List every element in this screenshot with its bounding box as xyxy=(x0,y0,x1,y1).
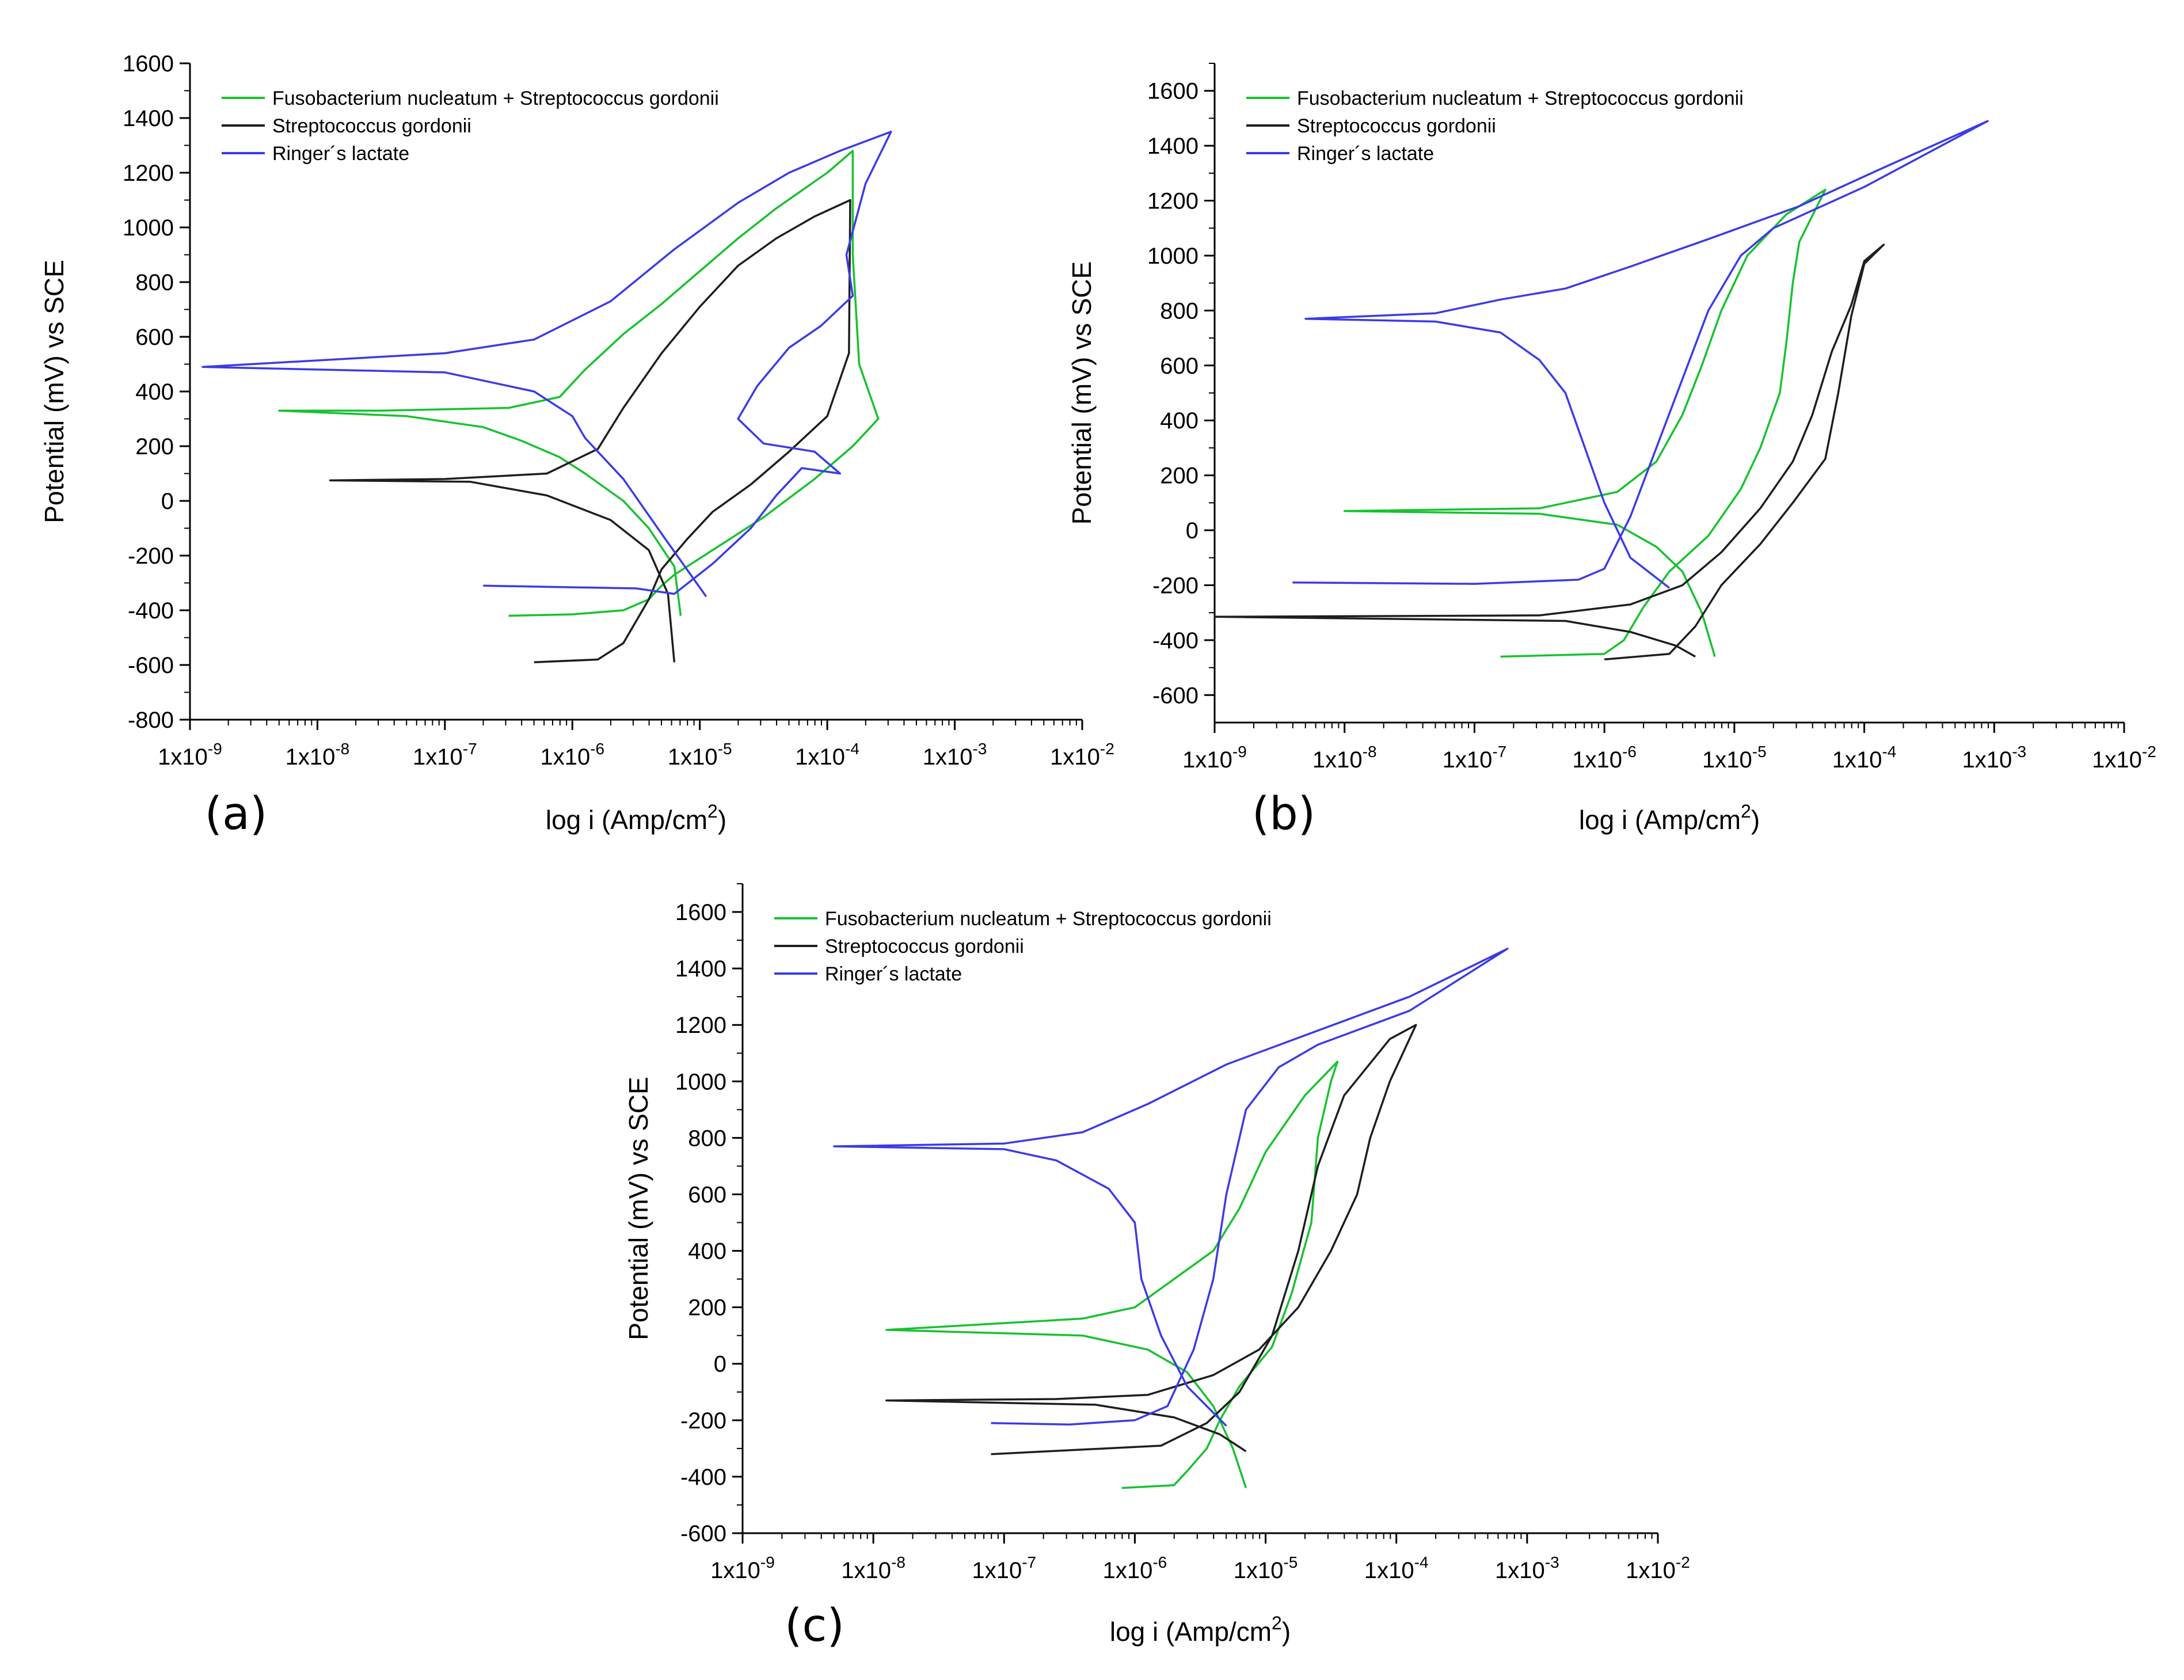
x-tick-label: 1x10-6 xyxy=(1103,1553,1167,1583)
y-tick-label: 1400 xyxy=(123,106,174,131)
y-tick-label: -200 xyxy=(1152,573,1198,598)
legend-label: Fusobacterium nucleatum + Streptococcus … xyxy=(272,88,719,109)
panel-label: (c) xyxy=(785,1600,844,1652)
series-line-black xyxy=(329,199,851,664)
series-line-black xyxy=(1213,244,1885,661)
legend-label: Streptococcus gordonii xyxy=(272,115,471,137)
series-line-green xyxy=(278,150,880,617)
y-tick-label: 1200 xyxy=(675,1013,726,1038)
legend-label: Streptococcus gordonii xyxy=(825,936,1024,957)
x-tick-label: 1x10-9 xyxy=(158,740,222,770)
x-axis-label: log i (Amp/cm2) xyxy=(1579,801,1760,835)
y-tick-label: 400 xyxy=(135,379,174,405)
x-tick-label: 1x10-7 xyxy=(972,1553,1036,1583)
x-tick-label: 1x10-5 xyxy=(1702,743,1767,773)
y-tick-label: 200 xyxy=(1160,463,1198,489)
legend-label: Ringer´s lactate xyxy=(1297,143,1434,165)
chart-panel-b: 1x10-9 1x10-8 1x10-7 1x10-6 1x10-5 1x10-4 1x10… xyxy=(1067,63,2156,840)
y-tick-label: 1600 xyxy=(1147,79,1198,104)
y-tick-label: 200 xyxy=(688,1295,726,1321)
y-tick-label: 1000 xyxy=(1147,244,1198,269)
y-tick-label: -600 xyxy=(128,653,174,678)
y-tick-label: 400 xyxy=(1160,408,1198,434)
legend-label: Streptococcus gordonii xyxy=(1297,115,1496,137)
y-tick-label: 1600 xyxy=(123,51,174,77)
y-tick-label: 0 xyxy=(161,489,174,514)
y-tick-label: 800 xyxy=(1160,298,1198,324)
series-line-blue xyxy=(1292,120,1989,589)
x-tick-label: 1x10-4 xyxy=(1832,743,1897,773)
y-tick-label: -600 xyxy=(680,1521,726,1546)
series-line-green xyxy=(885,1061,1339,1489)
x-tick-label: 1x10-6 xyxy=(540,740,604,770)
x-tick-label: 1x10-8 xyxy=(286,740,350,770)
y-tick-label: 200 xyxy=(135,434,174,459)
y-tick-label: 0 xyxy=(1186,518,1198,543)
y-tick-label: -400 xyxy=(128,598,174,624)
y-tick-label: -800 xyxy=(128,708,174,733)
legend-label: Fusobacterium nucleatum + Streptococcus … xyxy=(825,908,1272,930)
y-tick-label: 800 xyxy=(135,270,174,295)
x-tick-label: 1x10-5 xyxy=(668,740,732,770)
panel-label: (a) xyxy=(205,788,268,840)
y-tick-label: 600 xyxy=(688,1182,726,1207)
series-line-black xyxy=(885,1024,1417,1455)
y-tick-label: 400 xyxy=(688,1239,726,1264)
series-line-blue xyxy=(201,131,892,598)
y-tick-label: 0 xyxy=(714,1352,726,1377)
y-tick-label: -400 xyxy=(680,1465,726,1490)
x-tick-label: 1x10-9 xyxy=(710,1553,775,1583)
legend-label: Fusobacterium nucleatum + Streptococcus … xyxy=(1297,88,1744,109)
y-tick-label: 1200 xyxy=(123,161,174,186)
y-tick-label: 1000 xyxy=(123,215,174,241)
panel-label: (b) xyxy=(1252,788,1315,840)
x-tick-label: 1x10-4 xyxy=(795,740,859,770)
legend-label: Ringer´s lactate xyxy=(825,963,962,985)
chart-panel-a: 1x10-9 1x10-8 1x10-7 1x10-6 1x10-5 1x10-4 1x10… xyxy=(39,51,1114,840)
y-tick-label: 1400 xyxy=(1147,134,1198,159)
x-tick-label: 1x10-8 xyxy=(841,1553,905,1583)
y-tick-label: 800 xyxy=(688,1126,726,1151)
x-tick-label: 1x10-6 xyxy=(1572,743,1637,773)
x-tick-label: 1x10-4 xyxy=(1364,1553,1429,1583)
y-tick-label: 600 xyxy=(135,325,174,350)
x-tick-label: 1x10-3 xyxy=(923,740,987,770)
y-tick-label: 1600 xyxy=(675,900,726,925)
y-tick-label: -400 xyxy=(1152,628,1198,653)
y-tick-label: -200 xyxy=(680,1408,726,1434)
series-line-green xyxy=(1343,188,1827,658)
x-tick-label: 1x10-7 xyxy=(413,740,477,770)
y-axis-label: Potential (mV) vs SCE xyxy=(39,260,69,523)
x-tick-label: 1x10-9 xyxy=(1182,743,1247,773)
y-tick-label: -200 xyxy=(128,543,174,569)
y-tick-label: 1200 xyxy=(1147,189,1198,214)
y-tick-label: 1400 xyxy=(675,956,726,982)
x-tick-label: 1x10-2 xyxy=(1626,1553,1690,1583)
x-tick-label: 1x10-3 xyxy=(1495,1553,1559,1583)
x-tick-label: 1x10-2 xyxy=(2092,743,2156,773)
legend-label: Ringer´s lactate xyxy=(272,143,409,165)
x-tick-label: 1x10-8 xyxy=(1312,743,1377,773)
y-axis-label: Potential (mV) vs SCE xyxy=(623,1077,653,1340)
series-line-blue xyxy=(833,948,1509,1427)
y-tick-label: 600 xyxy=(1160,354,1198,379)
x-axis-label: log i (Amp/cm2) xyxy=(546,801,726,835)
x-tick-label: 1x10-5 xyxy=(1234,1553,1298,1583)
y-tick-label: 1000 xyxy=(675,1069,726,1094)
x-tick-label: 1x10-7 xyxy=(1443,743,1507,773)
y-tick-label: -600 xyxy=(1152,683,1198,708)
chart-panel-c: 1x10-9 1x10-8 1x10-7 1x10-6 1x10-5 1x10-4 1x10… xyxy=(623,883,1690,1652)
x-tick-label: 1x10-3 xyxy=(1962,743,2026,773)
x-axis-label: log i (Amp/cm2) xyxy=(1110,1613,1291,1647)
y-axis-label: Potential (mV) vs SCE xyxy=(1067,261,1097,525)
x-tick-label: 1x10-2 xyxy=(1050,740,1114,770)
